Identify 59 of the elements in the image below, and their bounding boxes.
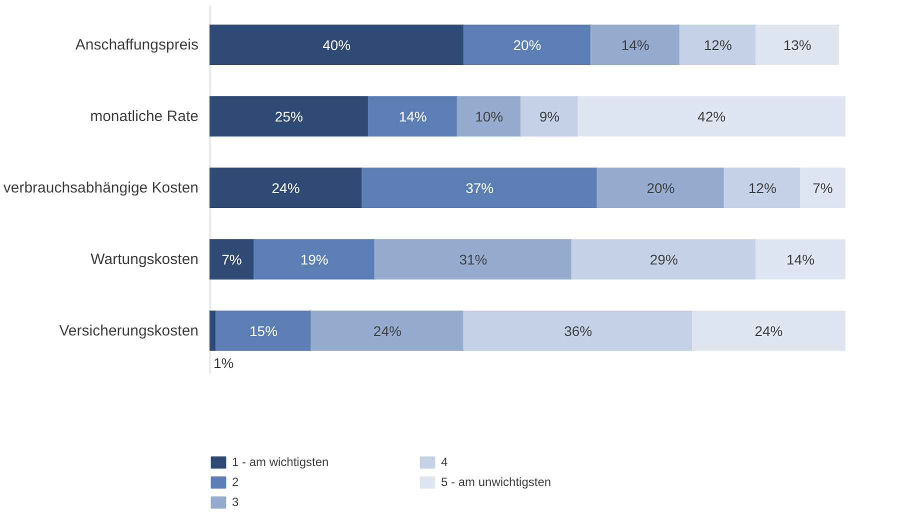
y-tick-label: Anschaffungspreis [75,36,199,54]
bar [463,24,592,65]
data-label: 19% [300,251,328,268]
legend-label: 2 [232,475,240,489]
bar [800,168,846,208]
bar [520,96,579,136]
data-label: 14% [398,108,427,124]
bar [215,310,312,351]
legend-label: 4 [441,455,449,469]
data-label: 24% [272,180,300,196]
bar [692,310,846,351]
data-label: 31% [459,251,488,268]
data-label: 40% [322,36,351,53]
y-tick-label: monatliche Rate [90,108,199,125]
bar [368,96,458,136]
data-label: 14% [621,36,650,53]
legend-label: 1 - am wichtigsten [232,455,330,469]
bar [571,239,757,280]
data-label: 1% [214,354,234,371]
bar [590,24,680,65]
data-label: 37% [466,180,494,196]
data-label: 10% [475,108,504,124]
bar [210,96,369,136]
bar [578,96,846,136]
bar [253,239,376,280]
legend-label: 5 - am unwichtigsten [441,475,552,489]
data-label: 15% [250,322,278,339]
bar [463,310,693,351]
bar [374,239,572,280]
data-label: 20% [513,36,542,53]
bar [596,168,725,208]
bar [362,168,598,208]
bar [756,239,846,280]
data-label: 20% [646,180,675,196]
y-tick-label: Versicherungskosten [59,322,198,340]
data-label: 25% [274,108,303,124]
data-label: 12% [704,36,732,53]
bar [210,239,254,280]
y-tick-label: Wartungskosten [90,250,198,268]
data-label: 14% [786,251,815,268]
y-tick-label: verbrauchsabhängige Kosten [3,179,198,196]
bar [210,168,363,208]
data-label: 9% [539,108,560,124]
data-label: 13% [783,36,812,53]
data-label: 42% [698,108,726,124]
data-label: 7% [222,251,242,268]
bar [456,96,522,136]
bar [724,168,802,208]
bar [679,24,757,65]
data-label: 7% [812,180,833,196]
bar [756,24,840,65]
data-label: 24% [373,322,402,339]
data-label: 29% [650,251,678,268]
data-label: 36% [564,322,592,339]
bar [210,24,464,65]
data-label: 24% [754,322,783,339]
data-label: 12% [748,180,776,196]
legend-label: 3 [232,495,240,509]
bar [310,310,464,351]
